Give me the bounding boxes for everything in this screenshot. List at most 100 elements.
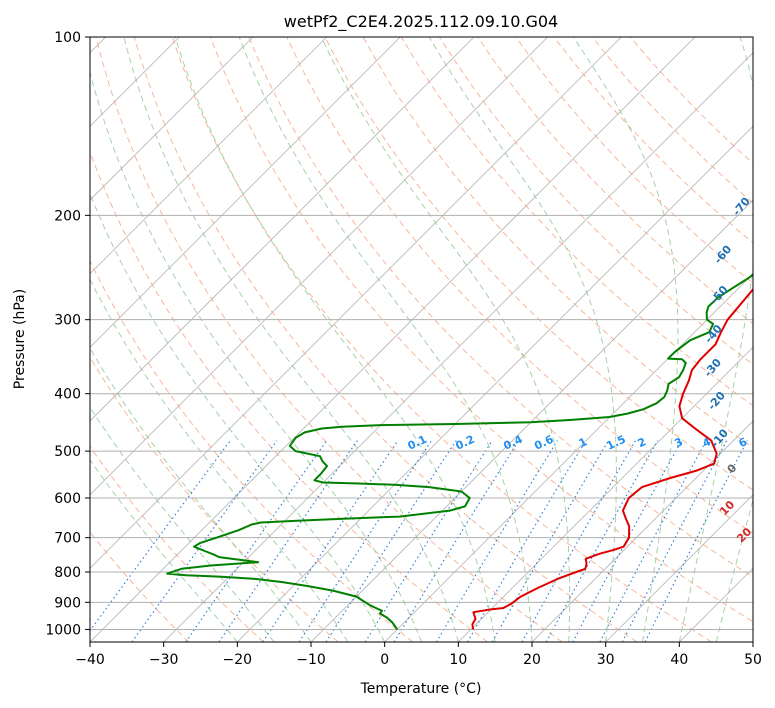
mixing-ratio-line [218,440,358,642]
isotherm-line [458,346,753,642]
x-tick-label: −10 [296,652,326,668]
mixing-ratio-line [621,440,728,642]
moist-adiabat-line [715,497,753,642]
mixing-ratio-line [364,440,493,642]
isotherm-line [237,125,753,642]
moist-adiabat-line [90,459,238,642]
temperature-profile [471,287,753,630]
mixing-ratio-label: 1.5 [605,433,628,453]
dry-adiabat-line [248,37,753,578]
isotherm-line [384,273,753,642]
y-tick-label: 300 [54,313,81,329]
mixing-ratio-line [435,440,558,642]
dry-adiabat-line [591,37,753,204]
x-tick-label: 40 [670,652,688,668]
mixing-ratio-line [325,440,457,642]
dry-adiabat-line [90,445,264,642]
dry-adiabat-line [324,37,753,491]
moist-adiabat-line [174,37,496,642]
annotations: 10203040-100-90-80-70-60-50-40-30-20-100… [406,109,775,604]
profiles [166,172,753,630]
plot-frame [89,36,754,643]
mixing-ratio-label: 6 [737,435,750,450]
chart-title: wetPf2_C2E4.2025.112.09.10.G04 [284,12,558,32]
moist-adiabat-line [678,37,753,642]
moist-adiabat-label: -30 [701,356,724,380]
moist-adiabat-label: 0 [725,461,740,475]
moist-adiabat-line [90,278,349,642]
pressure-grid [90,37,753,630]
dewpoint-profile [166,172,753,630]
y-tick-label: 200 [54,208,81,224]
isotherm-line [531,420,753,642]
y-axis: 100 200 300 400 500 600 700 800 900 1000 [45,30,90,638]
y-tick-label: 700 [54,531,81,547]
x-tick-label: 30 [597,652,615,668]
dry-adiabat-label: 10 [717,498,737,518]
mixing-ratio-line [131,440,278,642]
x-tick-label: 0 [380,652,389,668]
x-tick-label: 50 [744,652,762,668]
dry-adiabat-line [553,37,753,244]
y-axis-label: Pressure (hPa) [12,289,28,389]
mixing-ratio-line [521,440,637,642]
moist-adiabat-line [90,406,275,642]
mixing-ratio-line [644,440,748,642]
x-tick-label: −40 [75,652,105,668]
mixing-ratio-line [298,440,432,642]
moist-adiabat-line [238,37,533,642]
mixing-ratio-label: 0.6 [532,433,555,453]
y-tick-label: 500 [54,444,81,460]
y-tick-label: 400 [54,387,81,403]
x-axis-label: Temperature (°C) [360,681,482,697]
dry-adiabat-line [95,37,563,642]
background-lines [90,37,753,642]
mixing-ratio-line [262,440,399,642]
dry-adiabat-line [171,37,712,642]
isotherm-line [605,494,753,642]
mixing-ratio-line [572,440,683,642]
moist-adiabat-label: -60 [712,243,735,267]
isotherm-line [90,37,548,496]
mixing-ratio-line [599,440,707,642]
moist-adiabat-label: -90 [760,109,775,133]
mixing-ratio-line [491,440,609,642]
dry-adiabat-line [90,356,339,642]
isotherm-line [90,37,475,422]
mixing-ratio-line [545,440,659,642]
x-tick-label: −20 [223,652,253,668]
x-tick-label: −30 [149,652,179,668]
isotherm-line [90,37,327,275]
isotherm-line [90,37,622,569]
isotherm-line [90,37,254,201]
dry-adiabat-line [90,150,488,642]
dry-adiabat-line [90,259,414,642]
moist-adiabat-label: -70 [730,195,753,219]
moist-adiabat-label: -80 [747,152,770,176]
mixing-ratio-label: 0.4 [501,433,524,453]
isotherm-line [90,37,401,348]
y-tick-label: 600 [54,491,81,507]
moist-adiabat-line [90,70,422,642]
moist-adiabat-line [90,347,312,642]
moist-adiabat-line [428,37,617,642]
y-tick-label: 1000 [45,622,81,638]
y-tick-label: 800 [54,565,81,581]
y-tick-label: 100 [54,30,81,46]
dry-adiabat-line [286,37,753,534]
moist-adiabat-line [123,37,459,642]
isotherm-line [163,52,753,642]
x-axis: −40 −30 −20 −10 0 10 20 30 40 50 [75,642,762,668]
dry-adiabat-label: 30 [751,553,771,573]
x-tick-label: 10 [449,652,467,668]
moist-adiabat-line [572,37,679,642]
mixing-ratio-label: 8 [765,435,775,450]
dry-adiabat-label: 40 [764,584,775,604]
dry-adiabat-line [90,531,190,642]
mixing-ratio-line [393,440,520,642]
moist-adiabat-line [320,37,571,642]
mixing-ratio-label: 0.2 [454,433,477,453]
dry-adiabat-line [515,37,753,284]
mixing-ratio-label: 3 [673,435,685,450]
